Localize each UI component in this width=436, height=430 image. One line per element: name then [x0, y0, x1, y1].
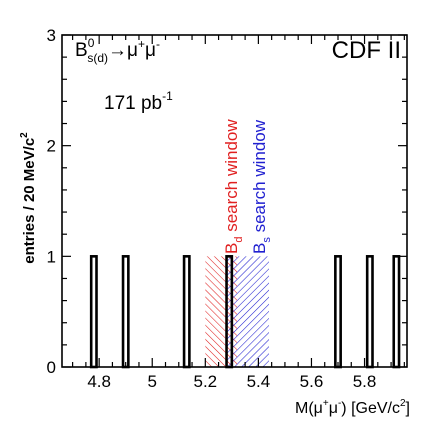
decay-sup: 0	[88, 36, 95, 50]
y-tick-label: 3	[47, 26, 56, 45]
bs-window-text: search window	[250, 119, 269, 237]
xlabel-e: ) [GeV/c	[341, 400, 400, 417]
bd-window-label: Bd search window	[222, 119, 245, 254]
bd-window-sub: d	[233, 237, 245, 243]
histogram-bar	[334, 255, 342, 369]
experiment-label: CDF II	[332, 37, 401, 64]
xlabel-d: -	[338, 398, 341, 409]
decay-label: B0 s(d)→μ+μ-	[75, 36, 160, 65]
x-tick-labels: 4.8 5 5.2 5.4 5.6 5.8	[87, 372, 376, 391]
search-windows	[205, 256, 269, 367]
decay-b: B	[75, 40, 88, 61]
histogram-bar	[89, 255, 98, 369]
ylabel-sup: 2	[19, 132, 30, 138]
x-tick-label: 5.6	[300, 372, 324, 391]
histogram-bar	[392, 255, 401, 369]
histogram-bar	[182, 255, 191, 369]
x-tick-label: 4.8	[87, 372, 111, 391]
y-tick-label: 0	[47, 358, 56, 377]
luminosity-exp: -1	[162, 89, 173, 103]
x-tick-label: 5.8	[353, 372, 377, 391]
luminosity-value: 171 pb	[104, 93, 162, 114]
x-tick-label: 5.4	[247, 372, 271, 391]
x-tick-label: 5	[147, 372, 156, 391]
decay-arrow: →μ	[108, 40, 138, 61]
bd-window-b: B	[222, 243, 241, 254]
y-axis-title: entries / 20 MeV/c2	[19, 132, 38, 264]
y-tick-label: 1	[47, 247, 56, 266]
luminosity-label: 171 pb-1	[104, 89, 173, 114]
xlabel-f: 2	[400, 398, 406, 409]
xlabel-g: ]	[406, 400, 410, 417]
y-tick-labels: 0 1 2 3	[47, 26, 56, 377]
y-tick-label: 2	[47, 137, 56, 156]
bs-window-label: Bs search window	[250, 119, 273, 254]
decay-minus: -	[156, 37, 160, 51]
decay-plus: +	[138, 37, 145, 51]
axis-ticks	[62, 34, 407, 368]
xlabel-c: μ	[329, 400, 338, 417]
decay-sub: s(d)	[87, 51, 108, 65]
bd-window-text: search window	[222, 119, 241, 237]
ylabel-text: entries / 20 MeV/c	[21, 138, 38, 264]
histogram-bar	[121, 255, 130, 369]
x-tick-label: 5.2	[193, 372, 217, 391]
bs-window-b: B	[250, 243, 269, 254]
bs-window-sub: s	[261, 237, 273, 243]
histogram-bar	[365, 255, 374, 369]
xlabel-a: M(μ	[295, 400, 323, 417]
search-window-bs	[226, 256, 269, 367]
plot-frame	[61, 34, 408, 368]
xlabel-b: +	[323, 398, 329, 409]
decay-mu: μ	[145, 40, 156, 61]
x-axis-title: M(μ+μ-) [GeV/c2]	[295, 398, 410, 417]
